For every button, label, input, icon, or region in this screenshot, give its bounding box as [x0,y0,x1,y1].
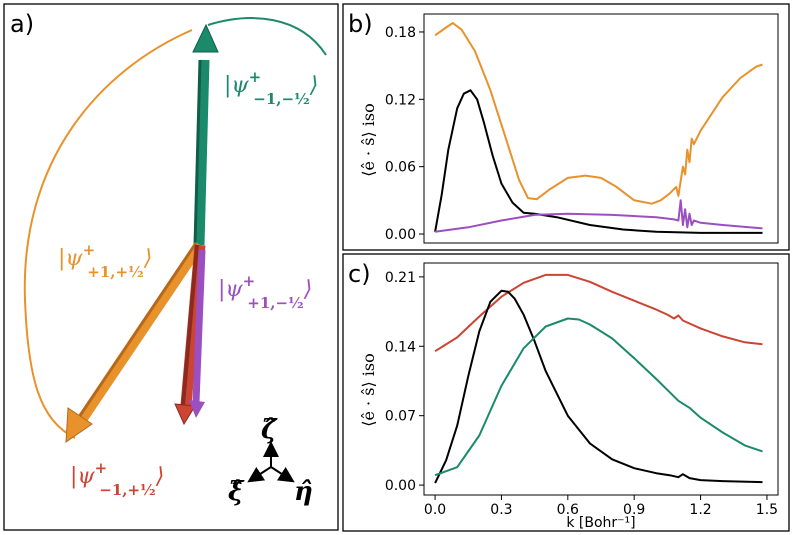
xi-label: ξ̂ [228,477,245,507]
panel-b: b) ⟨ê · ŝ⟩ iso 0.00 0.06 0.12 0.18 [342,3,790,251]
series-line-teal [434,317,763,477]
y-tick-label: 0.00 [385,227,416,243]
panel-c-yticks: 0.00 0.07 0.14 0.21 [385,270,424,494]
panel-c-xlabel: k [Bohr⁻¹] [566,515,635,531]
x-tick-label: 0.0 [424,502,446,518]
panel-c-frame [342,253,790,532]
series-line-black [434,289,763,484]
panel-c-xticks: 0.0 0.3 0.6 0.9 1.2 1.5 [424,495,778,518]
panel-c-ylabel: ⟨ê · ŝ⟩ iso [359,353,378,426]
panel-c-label: c) [348,260,371,288]
x-tick-label: 1.5 [756,502,778,518]
series-line-purple [434,199,763,233]
orange-arrow [65,242,205,443]
state-label-teal: |ψ+ −1,−½⟩ [224,68,318,108]
purple-arrow [189,249,206,418]
y-tick-label: 0.00 [385,478,416,494]
state-label-purple: |ψ+ +1,−½⟩ [218,272,312,312]
x-tick-label: 0.9 [623,502,645,518]
state-label-red: |ψ+ −1,+½⟩ [70,459,164,499]
x-tick-label: 0.3 [490,502,512,518]
panel-a-frame [3,3,339,531]
panel-c: c) ⟨ê · ŝ⟩ iso 0.000.070.140.21 0.0 0.3 0.… [342,253,790,532]
eta-label: η̂ [294,477,313,507]
panel-a: a) |ψ+ −1,−½⟩ |ψ+ +1 [3,3,339,531]
panel-a-label: a) [10,10,34,38]
series-line-black [434,89,763,234]
series-line-orange [434,22,763,205]
panel-b-yticks: 0.00 0.06 0.12 0.18 [385,25,424,243]
y-tick-label: 0.06 [385,160,416,176]
orange-arc [23,29,193,439]
panel-b-axes [423,13,779,244]
panel-c-axes [423,262,779,496]
x-tick-label: 0.6 [557,502,579,518]
axis-triad: ζ̂ ξ̂ η̂ [228,415,313,507]
panel-c-lines [434,273,763,484]
svg-text:|ψ++1,−½⟩: |ψ+ +1,−½⟩ [218,272,312,312]
svg-text:|ψ+−1,−½⟩: |ψ+ −1,−½⟩ [224,68,318,108]
panel-b-frame [342,3,790,251]
y-tick-label: 0.14 [385,339,416,355]
y-tick-label: 0.21 [385,270,416,286]
teal-arc [207,17,327,56]
panel-b-label: b) [348,10,373,38]
svg-text:|ψ++1,+½⟩: |ψ+ +1,+½⟩ [58,241,152,281]
panel-b-lines [434,22,763,234]
state-label-orange: |ψ+ +1,+½⟩ [58,241,152,281]
zeta-label: ζ̂ [261,415,278,445]
y-tick-label: 0.07 [385,409,416,425]
panel-b-ylabel: ⟨ê · ŝ⟩ iso [359,103,378,176]
x-tick-label: 1.2 [689,502,711,518]
y-tick-label: 0.18 [385,25,416,41]
series-line-red [434,273,763,353]
y-tick-label: 0.12 [385,92,416,108]
teal-arrow [192,23,219,246]
svg-text:|ψ+−1,+½⟩: |ψ+ −1,+½⟩ [70,459,164,499]
